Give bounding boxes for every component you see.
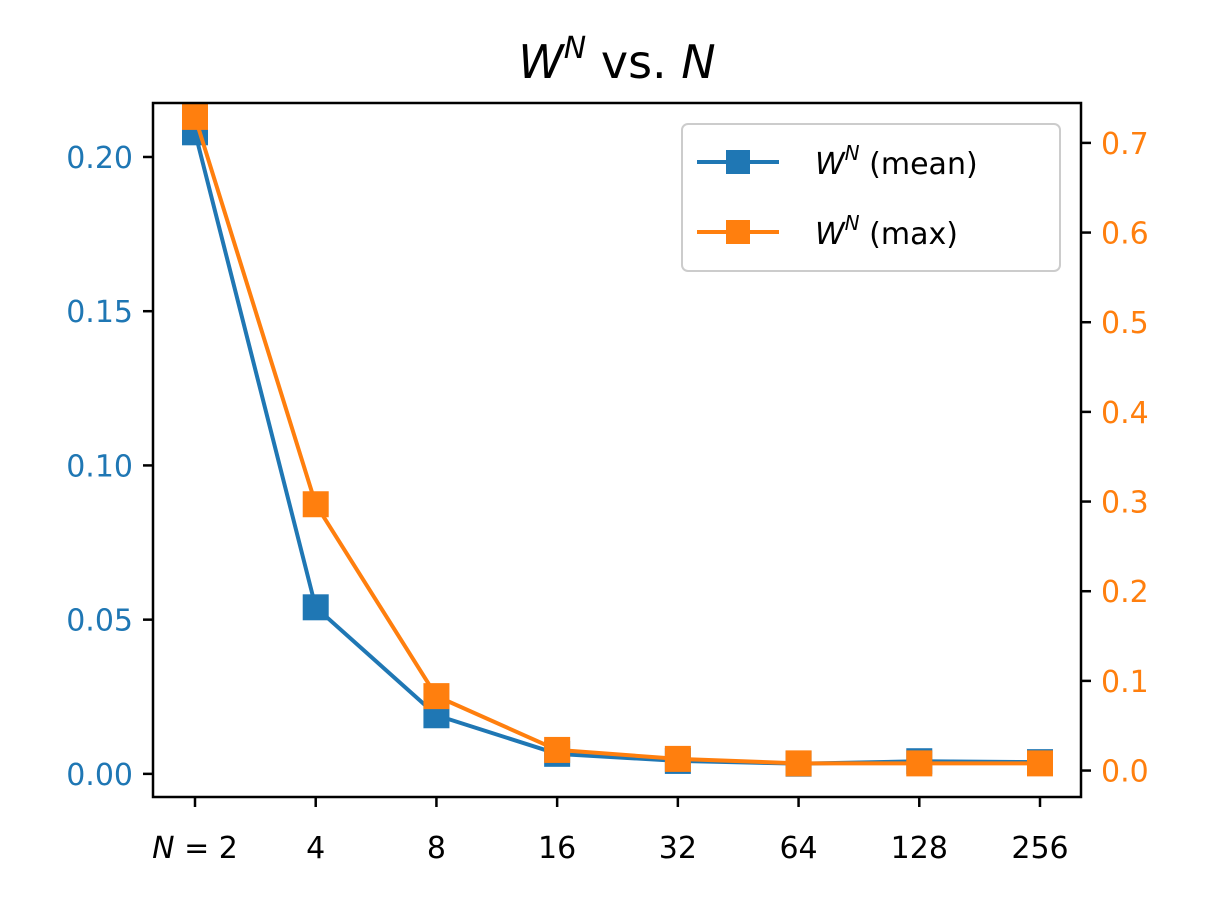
y-left-tick-label-0.20: 0.20 xyxy=(66,141,133,176)
data-point-mean-4 xyxy=(302,594,329,621)
x-tick-label-256: 256 xyxy=(1011,831,1068,866)
x-tick-label-4: 4 xyxy=(306,831,325,866)
data-point-max-16 xyxy=(544,736,571,763)
y-left-tick-label-0.00: 0.00 xyxy=(66,758,133,793)
data-point-max-32 xyxy=(664,745,691,772)
data-point-max-2 xyxy=(182,103,208,130)
chart-title: WN vs. N xyxy=(518,31,715,89)
legend-marker-max xyxy=(726,220,750,244)
data-point-max-8 xyxy=(423,683,450,710)
x-tick-label-16: 16 xyxy=(538,831,576,866)
data-point-max-64 xyxy=(785,750,812,777)
plot-area xyxy=(182,103,1053,777)
data-point-max-4 xyxy=(302,491,329,518)
series-line-max xyxy=(193,116,1040,766)
legend-label-max: WN (max) xyxy=(815,211,958,252)
y-left-tick-label-0.15: 0.15 xyxy=(66,295,133,330)
legend: WN (mean) WN (max) xyxy=(681,123,1061,272)
y-right-tick-label-0.4: 0.4 xyxy=(1101,396,1149,431)
y-right-tick-label-0.2: 0.2 xyxy=(1101,575,1149,610)
y-right-tick-label-0.3: 0.3 xyxy=(1101,486,1149,521)
x-tick-label-8: 8 xyxy=(427,831,446,866)
data-point-max-256 xyxy=(1027,750,1053,777)
x-tick-label-128: 128 xyxy=(891,831,948,866)
y-left-tick-label-0.05: 0.05 xyxy=(66,604,133,639)
legend-label-mean: WN (mean) xyxy=(815,141,978,182)
y-right-tick-label-0.7: 0.7 xyxy=(1101,127,1149,162)
y-right-tick-label-0.1: 0.1 xyxy=(1101,665,1149,700)
y-right-tick-label-0.5: 0.5 xyxy=(1101,306,1149,341)
data-point-max-128 xyxy=(906,750,933,777)
x-tick-label-64: 64 xyxy=(779,831,817,866)
legend-marker-mean xyxy=(726,150,750,174)
x-tick-label-2: N = 2 xyxy=(152,831,238,866)
y-right-tick-label-0.6: 0.6 xyxy=(1101,217,1149,252)
y-right-tick-label-0.0: 0.0 xyxy=(1101,755,1149,790)
y-left-tick-label-0.10: 0.10 xyxy=(66,449,133,484)
x-tick-label-32: 32 xyxy=(659,831,697,866)
plot-frame xyxy=(151,101,1083,799)
